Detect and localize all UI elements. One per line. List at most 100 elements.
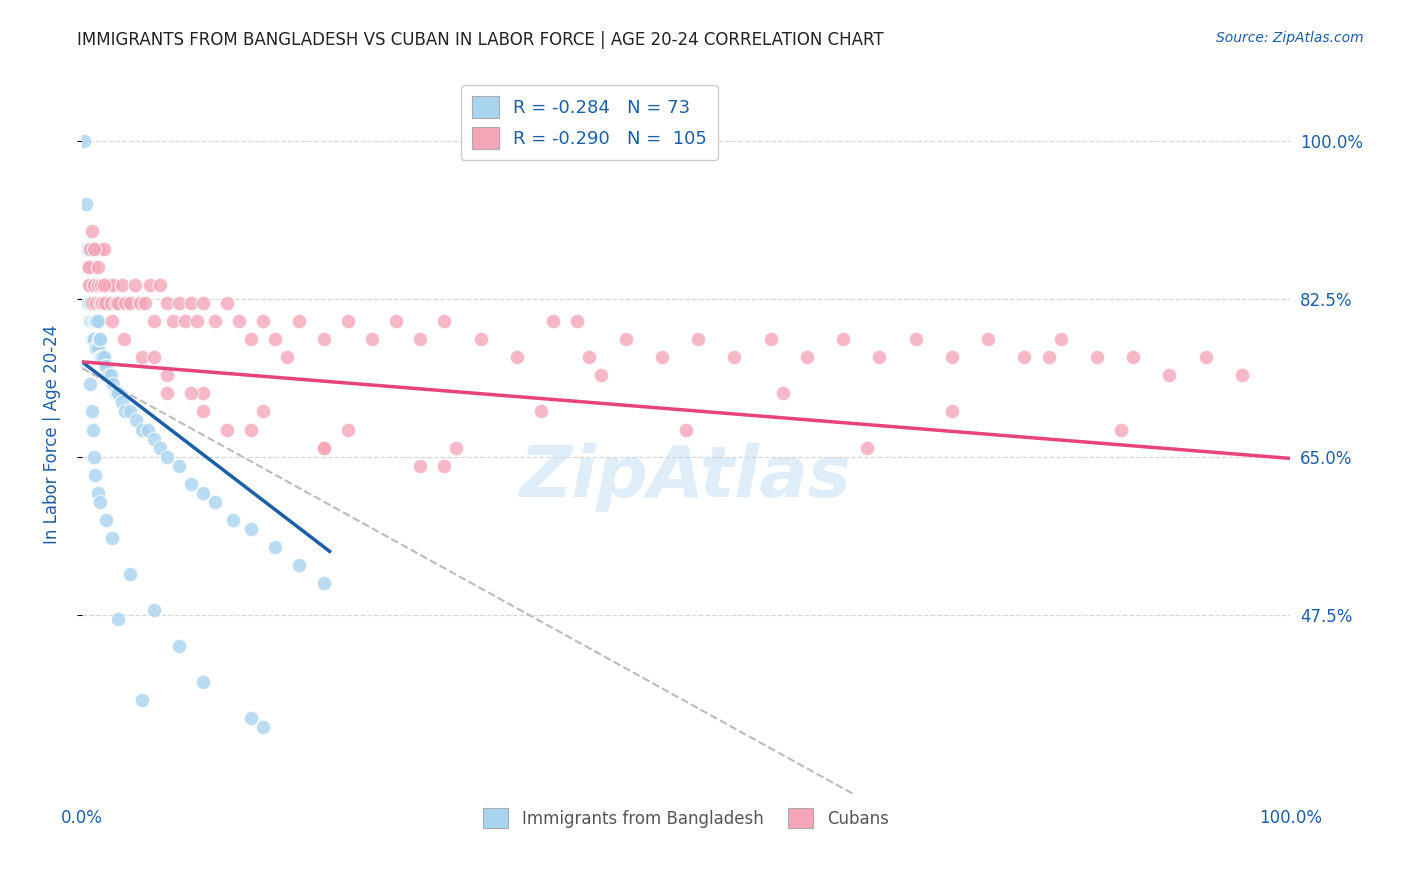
Point xyxy=(1122,351,1144,365)
Point xyxy=(82,423,104,437)
Point xyxy=(651,351,673,365)
Point xyxy=(433,314,456,328)
Point xyxy=(433,458,456,473)
Point xyxy=(772,386,794,401)
Point xyxy=(100,296,122,310)
Point xyxy=(904,332,927,346)
Point xyxy=(83,242,105,256)
Point xyxy=(149,278,172,293)
Point xyxy=(941,351,963,365)
Point xyxy=(107,296,129,310)
Point xyxy=(86,314,108,328)
Point xyxy=(723,351,745,365)
Point xyxy=(75,197,97,211)
Point xyxy=(173,314,195,328)
Point xyxy=(120,404,142,418)
Point xyxy=(80,332,103,346)
Point xyxy=(107,386,129,401)
Point xyxy=(180,296,202,310)
Point xyxy=(941,404,963,418)
Point xyxy=(97,278,120,293)
Point xyxy=(77,278,100,293)
Point xyxy=(131,351,153,365)
Point xyxy=(80,314,103,328)
Point xyxy=(191,485,214,500)
Point xyxy=(79,296,101,310)
Point xyxy=(240,423,263,437)
Point xyxy=(215,423,238,437)
Point xyxy=(120,566,142,581)
Point xyxy=(80,278,103,293)
Point xyxy=(186,314,208,328)
Point xyxy=(264,540,287,554)
Point xyxy=(312,576,335,591)
Point xyxy=(79,278,101,293)
Point xyxy=(204,494,226,508)
Point xyxy=(530,404,553,418)
Point xyxy=(1194,351,1216,365)
Point xyxy=(97,368,120,383)
Point xyxy=(82,332,104,346)
Point xyxy=(104,296,127,310)
Point xyxy=(94,296,117,310)
Point xyxy=(86,296,108,310)
Point xyxy=(155,296,177,310)
Point xyxy=(578,351,600,365)
Point xyxy=(614,332,637,346)
Point xyxy=(591,368,613,383)
Point xyxy=(86,341,108,355)
Point xyxy=(94,278,117,293)
Point xyxy=(167,639,190,653)
Text: Source: ZipAtlas.com: Source: ZipAtlas.com xyxy=(1216,31,1364,45)
Point xyxy=(80,296,103,310)
Legend: Immigrants from Bangladesh, Cubans: Immigrants from Bangladesh, Cubans xyxy=(477,801,896,835)
Point xyxy=(77,278,100,293)
Point xyxy=(977,332,1000,346)
Point xyxy=(240,332,263,346)
Point xyxy=(111,278,134,293)
Point xyxy=(101,531,124,545)
Point xyxy=(312,441,335,455)
Point xyxy=(114,404,136,418)
Point xyxy=(93,278,115,293)
Point xyxy=(204,314,226,328)
Point xyxy=(103,377,125,392)
Point xyxy=(89,332,111,346)
Point xyxy=(86,485,108,500)
Point xyxy=(93,242,115,256)
Point xyxy=(1049,332,1071,346)
Point xyxy=(93,351,115,365)
Point xyxy=(104,386,127,401)
Point xyxy=(138,423,160,437)
Point xyxy=(1085,351,1108,365)
Point xyxy=(79,314,101,328)
Point xyxy=(1230,368,1253,383)
Point xyxy=(191,675,214,690)
Point xyxy=(111,395,134,409)
Point xyxy=(90,278,112,293)
Point xyxy=(288,314,311,328)
Point xyxy=(89,494,111,508)
Point xyxy=(240,711,263,725)
Point xyxy=(155,368,177,383)
Point xyxy=(94,359,117,374)
Point xyxy=(84,467,107,482)
Point xyxy=(86,260,108,274)
Point xyxy=(759,332,782,346)
Point xyxy=(222,513,245,527)
Point xyxy=(312,441,335,455)
Point xyxy=(77,296,100,310)
Point xyxy=(143,351,166,365)
Point xyxy=(89,351,111,365)
Point xyxy=(83,278,105,293)
Point xyxy=(675,423,697,437)
Point xyxy=(506,351,529,365)
Text: IMMIGRANTS FROM BANGLADESH VS CUBAN IN LABOR FORCE | AGE 20-24 CORRELATION CHART: IMMIGRANTS FROM BANGLADESH VS CUBAN IN L… xyxy=(77,31,884,49)
Point xyxy=(155,450,177,464)
Point xyxy=(80,404,103,418)
Point xyxy=(86,314,108,328)
Point xyxy=(91,351,114,365)
Point xyxy=(336,314,359,328)
Point xyxy=(83,450,105,464)
Point xyxy=(252,404,274,418)
